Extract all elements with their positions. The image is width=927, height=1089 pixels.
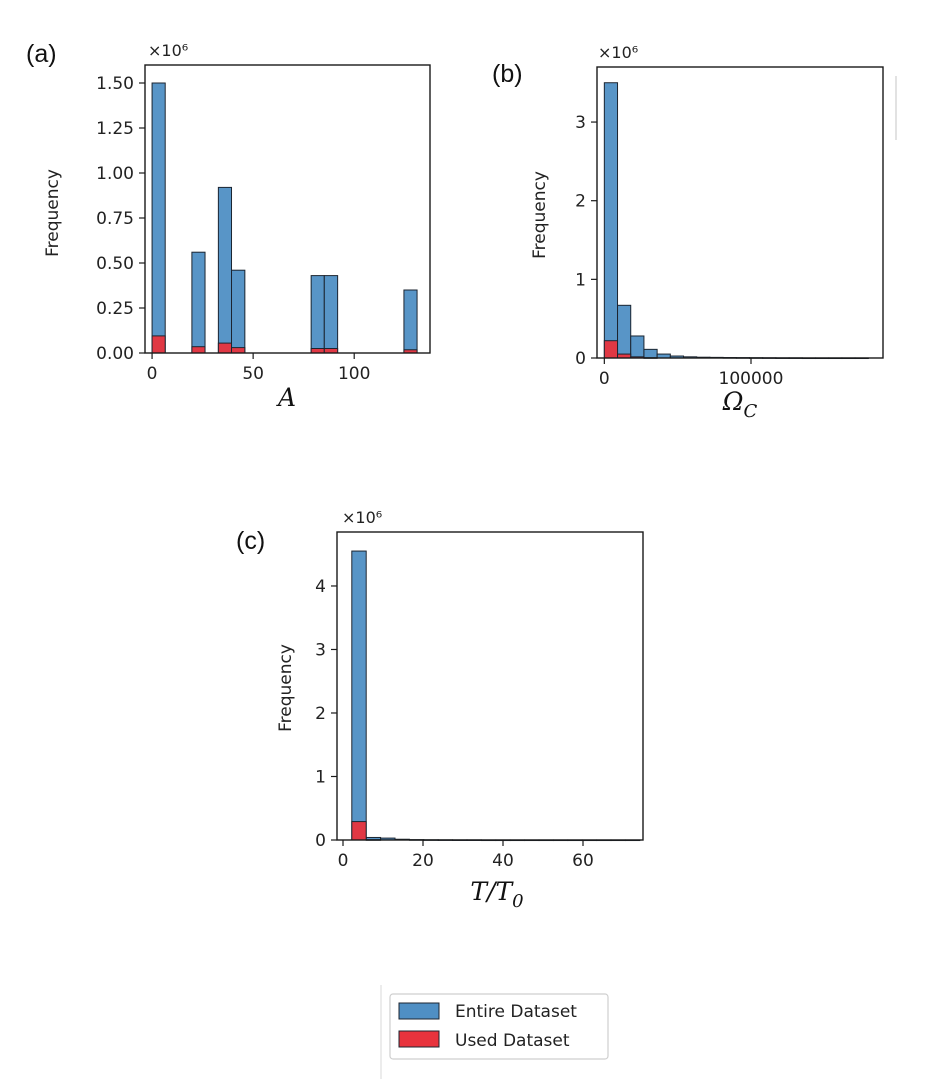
panel-a-frame (144, 64, 431, 354)
xtick-label-b-1: 100000 (719, 369, 784, 389)
ytick-label-a-2: 0.50 (96, 254, 134, 274)
bar-entire-a-1 (191, 251, 206, 354)
ytick-label-a-5: 1.25 (96, 119, 134, 139)
panel-c-ylabel: Frequency (276, 644, 296, 732)
panel-a-ticks: 0 50 100 0.00 0.25 0.50 0.75 1.00 1.25 1.50 (96, 74, 370, 384)
bar-used-a-0 (151, 335, 166, 354)
bar-used-c-0 (351, 821, 367, 841)
panel-c-multiplier: ×10⁶ (342, 508, 382, 527)
panel-a-xlabel: A (276, 383, 296, 412)
panel-a-multiplier: ×10⁶ (148, 41, 188, 60)
xtick-label-a-0: 0 (147, 364, 158, 384)
panel-b-multiplier: ×10⁶ (598, 43, 638, 62)
xtick-label-c-3: 60 (572, 851, 594, 871)
ytick-label-b-1: 1 (575, 270, 586, 290)
panel-b-xlabel: ΩC (722, 387, 758, 422)
panel-b-label: (b) (492, 60, 523, 88)
bar-entire-c-0 (351, 550, 367, 841)
bar-used-a-1 (191, 346, 206, 354)
bar-used-a-3 (231, 347, 246, 354)
legend-swatch-used (398, 1030, 440, 1048)
panel-c-xlabel-main: T/T (470, 877, 514, 906)
ytick-label-a-4: 1.00 (96, 164, 134, 184)
panel-a-ylabel: Frequency (43, 169, 63, 257)
bar-entire-a-5 (323, 275, 339, 354)
panel-b-ticks: 0 100000 0 1 2 3 (575, 113, 783, 389)
panel-c-label: (c) (236, 527, 265, 555)
bar-entire-a-2 (217, 186, 233, 354)
bar-used-a-2 (217, 342, 233, 354)
legend-box (389, 993, 609, 1060)
xtick-label-a-1: 50 (242, 364, 264, 384)
legend-label-entire: Entire Dataset (455, 1002, 577, 1022)
ytick-label-c-0: 0 (315, 831, 326, 851)
bar-entire-b-2 (630, 335, 645, 359)
ytick-label-a-0: 0.00 (96, 344, 134, 364)
panel-b: (b) ×10⁶ Frequency ΩC 0 100000 0 1 2 3 (492, 43, 884, 422)
panel-c-xlabel: T/T0 (470, 877, 523, 912)
ytick-label-a-3: 0.75 (96, 209, 134, 229)
panel-b-xlabel-sub: C (743, 401, 757, 422)
panel-a-bars (151, 82, 418, 354)
ytick-label-c-4: 4 (315, 577, 326, 597)
xtick-label-b-0: 0 (599, 369, 610, 389)
legend-swatch-entire (398, 1002, 440, 1020)
ytick-label-c-2: 2 (315, 704, 326, 724)
panel-b-xlabel-main: Ω (722, 387, 744, 416)
ytick-label-a-1: 0.25 (96, 299, 134, 319)
ytick-label-b-2: 2 (575, 192, 586, 212)
ytick-label-b-0: 0 (575, 349, 586, 369)
bar-entire-a-4 (310, 275, 325, 354)
xtick-label-c-2: 40 (492, 851, 514, 871)
bar-entire-a-0 (151, 82, 166, 354)
bar-entire-b-3 (643, 348, 658, 359)
bar-entire-b-0 (603, 82, 619, 359)
bar-entire-b-1 (617, 304, 632, 359)
xtick-label-a-2: 100 (338, 364, 370, 384)
panel-a: (a) ×10⁶ Frequency A 0 50 1000.000.250.500… (26, 40, 431, 412)
panel-a-label: (a) (26, 40, 57, 68)
bar-entire-a-3 (231, 269, 246, 354)
ytick-label-a-6: 1.50 (96, 74, 134, 94)
panel-c-bars (351, 550, 641, 842)
panel-c-xlabel-sub: 0 (512, 891, 523, 912)
ytick-label-b-3: 3 (575, 113, 586, 133)
panel-c-ticks: 0 20 40 60 0 1 2 3 4 (315, 577, 594, 871)
panel-b-bars (603, 82, 869, 360)
panel-b-frame (596, 66, 884, 359)
bar-entire-a-6 (403, 289, 418, 354)
xtick-label-c-1: 20 (412, 851, 434, 871)
panel-c-frame (336, 531, 644, 841)
xtick-label-c-0: 0 (338, 851, 349, 871)
ytick-label-c-1: 1 (315, 767, 326, 787)
panel-b-ylabel: Frequency (530, 171, 550, 259)
bar-used-b-0 (603, 340, 619, 359)
legend: Entire Dataset Used Dataset (380, 985, 609, 1079)
legend-label-used: Used Dataset (455, 1031, 570, 1051)
ytick-label-c-3: 3 (315, 640, 326, 660)
